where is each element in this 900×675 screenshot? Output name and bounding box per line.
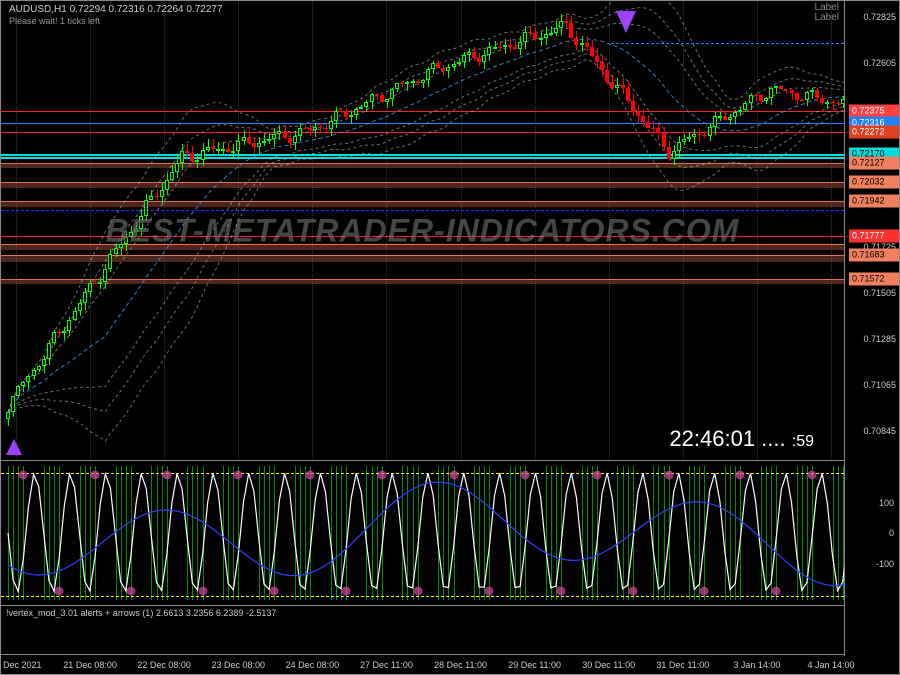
osc-signal-dot <box>342 587 351 596</box>
price-tag: 0.71572 <box>849 272 899 285</box>
osc-signal-dot <box>772 587 781 596</box>
osc-signal-dot <box>234 471 243 480</box>
price-tag: 0.72127 <box>849 156 899 169</box>
x-tick: 24 Dec 08:00 <box>286 660 340 670</box>
osc-signal-dot <box>270 587 279 596</box>
x-tick: 29 Dec 11:00 <box>508 660 561 670</box>
osc-tick: 0 <box>889 528 894 538</box>
osc-signal-dot <box>55 587 64 596</box>
status-text: Please wait! 1 ticks left <box>9 16 100 26</box>
osc-signal-dot <box>664 471 673 480</box>
x-tick: 21 Dec 08:00 <box>63 660 117 670</box>
countdown-timer: 22:46:01 .... :59 <box>669 426 814 452</box>
x-tick: 4 Jan 14:00 <box>807 660 854 670</box>
time-axis: 20 Dec 2021 21 Dec 08:00 22 Dec 08:00 23 De… <box>1 654 844 674</box>
osc-signal-dot <box>808 471 817 480</box>
x-tick: 3 Jan 14:00 <box>733 660 780 670</box>
x-tick: 28 Dec 11:00 <box>434 660 487 670</box>
x-tick: 31 Dec 11:00 <box>656 660 709 670</box>
sub-indicator-axis <box>844 606 899 656</box>
price-axis: 0.728250.726050.723750.721700.719420.717… <box>844 1 899 461</box>
osc-signal-dot <box>592 471 601 480</box>
y-tick: 0.71505 <box>863 288 896 298</box>
sub-indicator-panel[interactable]: !vertex_mod_3.01 alerts + arrows (1) 2.6… <box>1 606 844 656</box>
osc-signal-dot <box>306 471 315 480</box>
osc-signal-dot <box>521 471 530 480</box>
osc-tick: 100 <box>879 498 894 508</box>
osc-signal-dot <box>162 471 171 480</box>
osc-signal-dot <box>485 587 494 596</box>
osc-signal-dot <box>449 471 458 480</box>
osc-signal-dot <box>377 471 386 480</box>
osc-signal-dot <box>628 587 637 596</box>
symbol-ohlc: AUDUSD,H1 0.72294 0.72316 0.72264 0.7227… <box>9 4 223 15</box>
y-tick: 0.71065 <box>863 380 896 390</box>
price-tag: 0.71942 <box>849 195 899 208</box>
buy-arrow-icon <box>6 439 22 455</box>
price-tag: 0.72375 <box>849 104 899 117</box>
y-tick: 0.72825 <box>863 12 896 22</box>
osc-signal-dot <box>736 471 745 480</box>
price-tag: 0.71777 <box>849 229 899 242</box>
label-corner: Label Label <box>815 3 839 23</box>
y-tick: 0.72605 <box>863 58 896 68</box>
osc-signal-dot <box>557 587 566 596</box>
oscillator-axis: 100 0 -100 <box>844 461 899 606</box>
price-tag: 0.72032 <box>849 176 899 189</box>
price-tag: 0.71683 <box>849 249 899 262</box>
x-tick: 20 Dec 2021 <box>0 660 42 670</box>
y-tick: 0.70845 <box>863 426 896 436</box>
y-tick: 0.71285 <box>863 334 896 344</box>
price-tag: 0.72272 <box>849 126 899 139</box>
chart-container: AUDUSD,H1 0.72294 0.72316 0.72264 0.7227… <box>0 0 900 675</box>
osc-signal-dot <box>126 587 135 596</box>
osc-signal-dot <box>198 587 207 596</box>
x-tick: 30 Dec 11:00 <box>582 660 635 670</box>
osc-signal-dot <box>700 587 709 596</box>
sub-indicator-label: !vertex_mod_3.01 alerts + arrows (1) 2.6… <box>6 608 276 618</box>
x-tick: 23 Dec 08:00 <box>211 660 265 670</box>
sell-arrow-icon <box>616 11 636 33</box>
watermark: BEST-METATRADER-INDICATORS.COM <box>106 212 740 249</box>
oscillator-panel[interactable] <box>1 461 844 606</box>
osc-signal-dot <box>19 471 28 480</box>
x-tick: 27 Dec 11:00 <box>360 660 413 670</box>
osc-signal-dot <box>413 587 422 596</box>
x-tick: 22 Dec 08:00 <box>137 660 191 670</box>
main-price-chart[interactable]: AUDUSD,H1 0.72294 0.72316 0.72264 0.7227… <box>1 1 844 461</box>
osc-tick: -100 <box>876 559 894 569</box>
osc-signal-dot <box>91 471 100 480</box>
